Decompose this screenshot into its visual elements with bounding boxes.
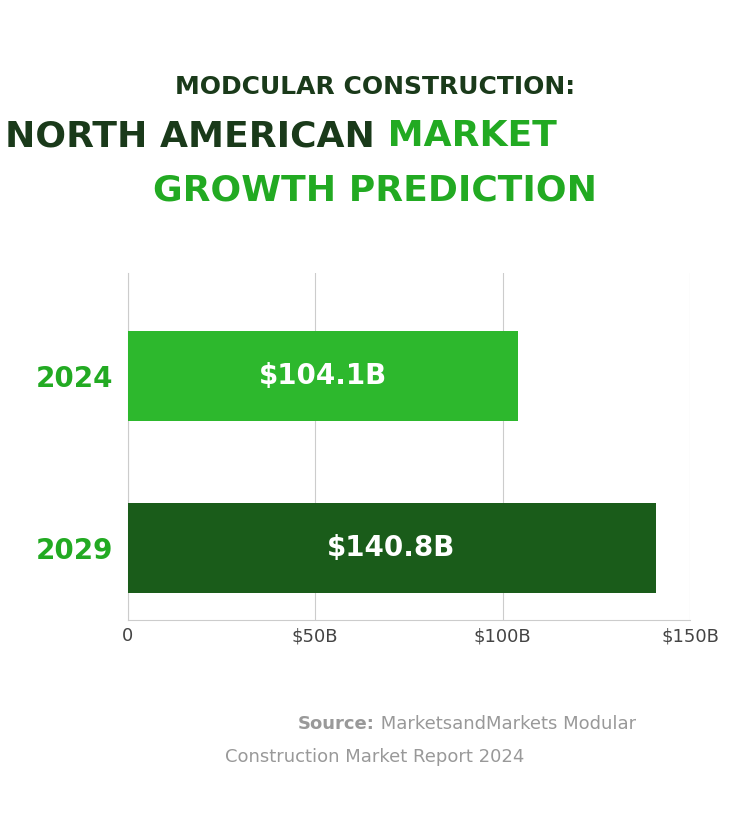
Text: Construction Market Report 2024: Construction Market Report 2024 (225, 748, 525, 766)
Text: $104.1B: $104.1B (259, 362, 387, 390)
Bar (128, 332, 518, 421)
Text: NORTH AMERICAN: NORTH AMERICAN (5, 119, 375, 154)
Bar (128, 504, 656, 593)
Text: GROWTH PREDICTION: GROWTH PREDICTION (153, 173, 597, 208)
Text: $140.8B: $140.8B (327, 534, 456, 562)
Text: Source:: Source: (298, 715, 375, 733)
Text: MODCULAR CONSTRUCTION:: MODCULAR CONSTRUCTION: (175, 74, 575, 99)
Text: MARKET: MARKET (375, 119, 556, 154)
Text: MarketsandMarkets Modular: MarketsandMarkets Modular (375, 715, 636, 733)
